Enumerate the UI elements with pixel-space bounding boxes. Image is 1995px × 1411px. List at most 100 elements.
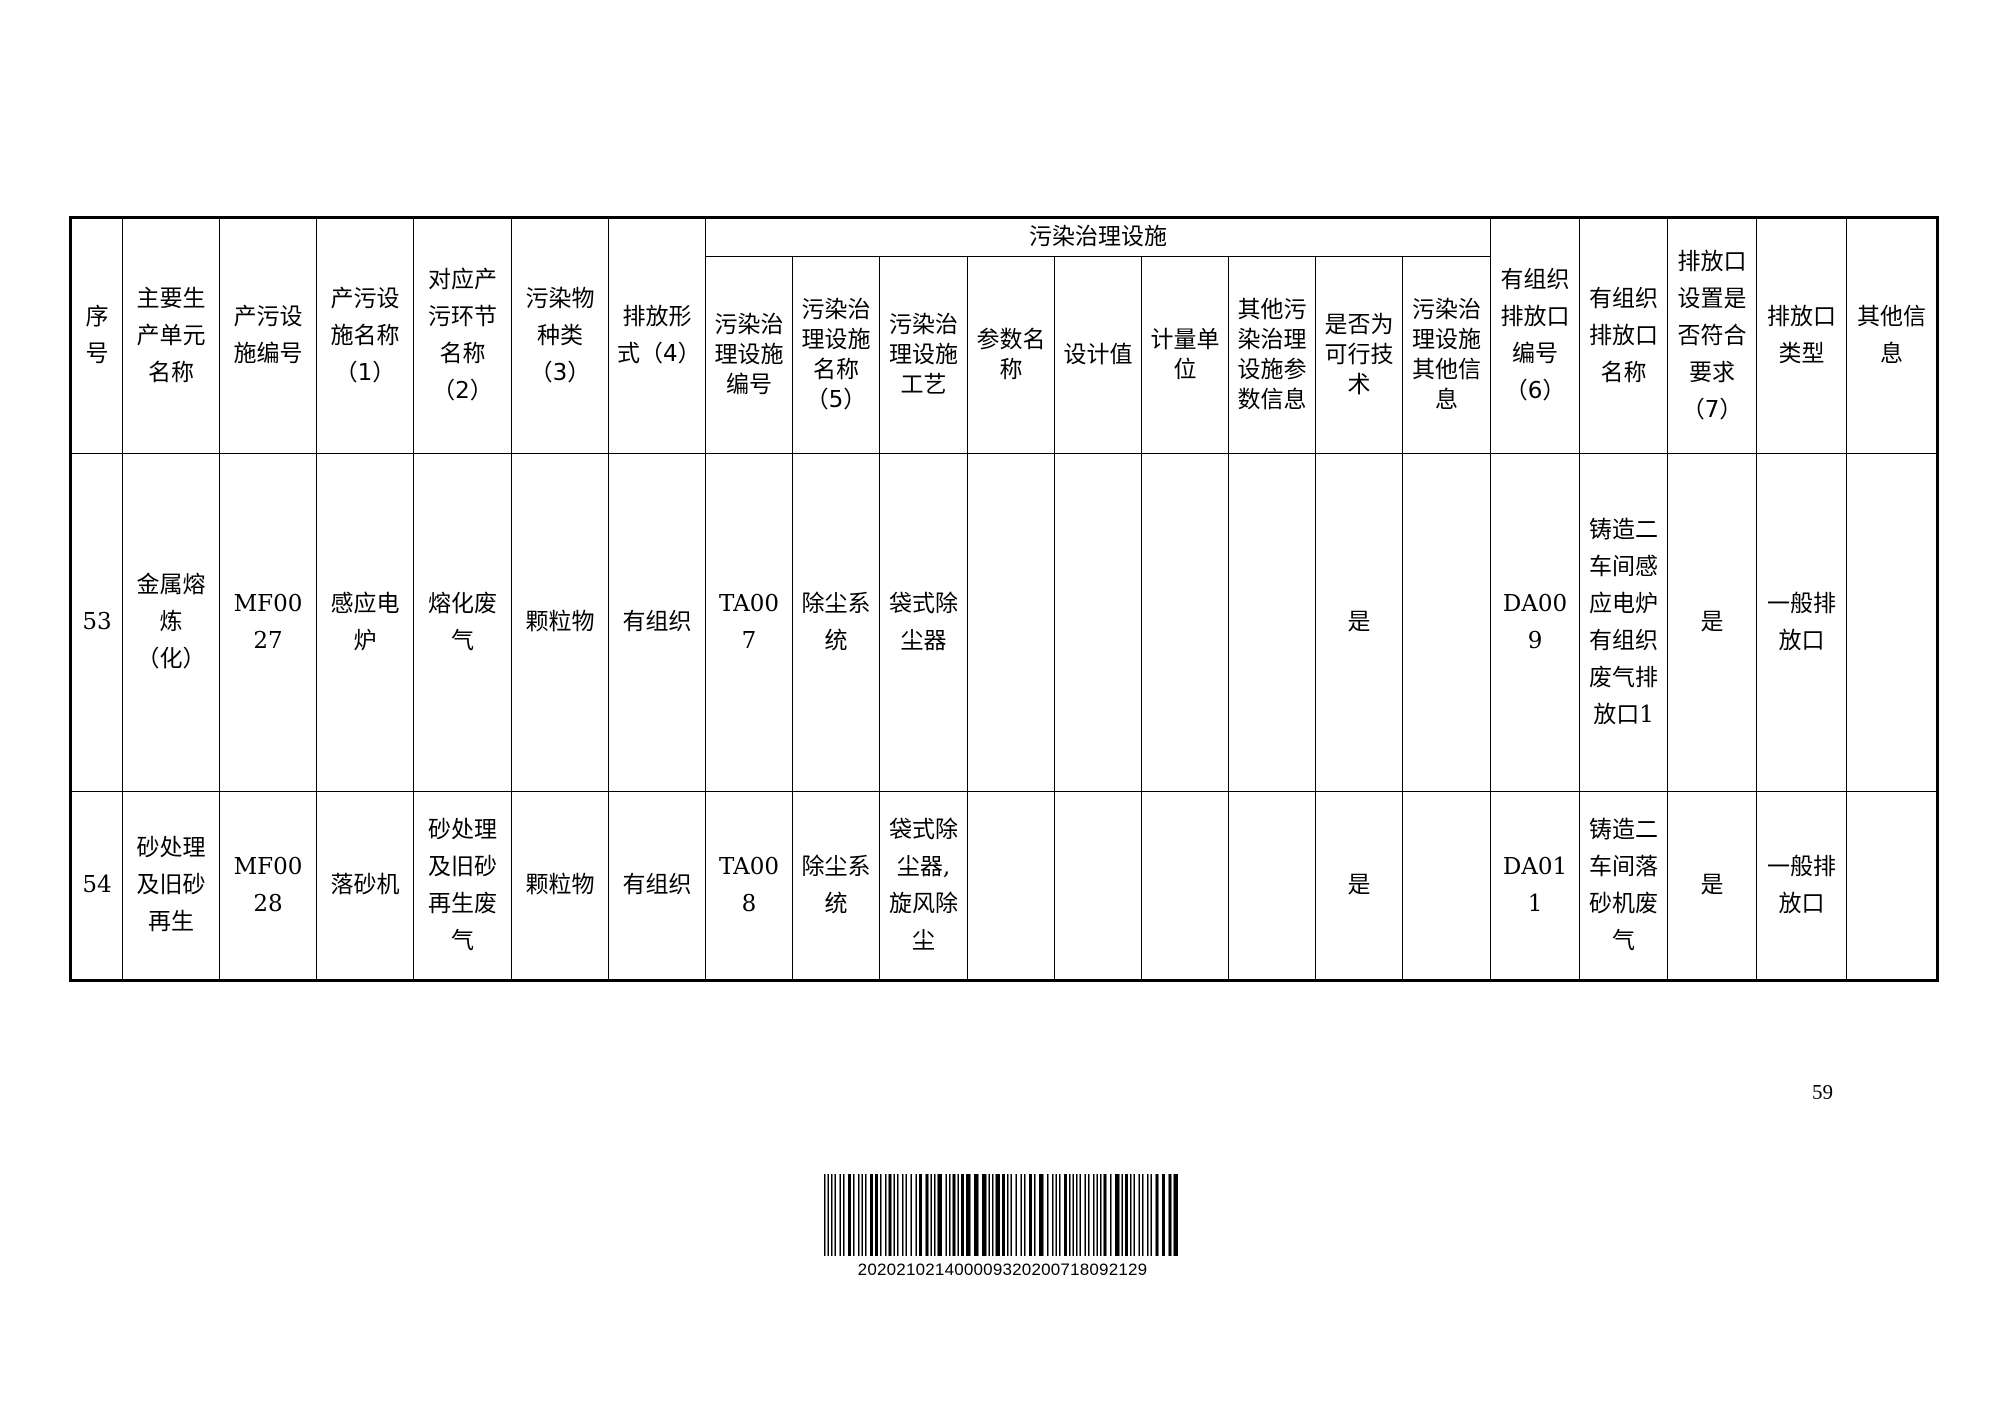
cell-seq: 54	[70, 791, 123, 981]
cell-pollutant: 颗粒物	[511, 791, 609, 981]
header-outlet-name: 有组织排放口名称	[1579, 217, 1669, 454]
cell-discharge: 有组织	[608, 791, 706, 981]
barcode-bar	[982, 1174, 987, 1256]
header-pollutant: 污染物种类（3）	[511, 217, 609, 454]
barcode-bar	[1115, 1174, 1120, 1256]
cell-facility-name: 感应电炉	[316, 453, 414, 792]
cell-outlet-ok: 是	[1667, 791, 1758, 981]
header-row-sub: 污染治理设施编号 污染治理设施名称（5） 污染治理设施工艺 参数名称 设计值 计量单位 其他…	[71, 256, 1938, 454]
barcode-bar	[1007, 1174, 1009, 1256]
barcode-bar	[824, 1174, 826, 1256]
cell-other	[1846, 791, 1939, 981]
barcode-bar	[865, 1174, 867, 1256]
barcode-bar	[843, 1174, 845, 1256]
barcode-bar	[930, 1174, 932, 1256]
barcode-bar	[1076, 1174, 1078, 1256]
barcode-bar	[1034, 1174, 1036, 1256]
header-treat-other: 污染治理设施其他信息	[1401, 256, 1492, 454]
cell-treat-id: TA008	[705, 791, 793, 981]
barcode-bar	[831, 1174, 833, 1256]
cell-feasible: 是	[1315, 791, 1403, 981]
barcode-bar	[902, 1174, 904, 1256]
barcode-bar	[919, 1174, 922, 1256]
cell-outlet-id: DA011	[1490, 791, 1581, 981]
cell-other-param	[1228, 791, 1316, 981]
barcode-bar	[888, 1174, 892, 1256]
header-other: 其他信息	[1846, 217, 1939, 454]
barcode-bar	[1155, 1174, 1159, 1256]
cell-treat-id: TA007	[705, 453, 793, 792]
header-treat-name: 污染治理设施名称（5）	[792, 256, 880, 454]
cell-outlet-id: DA009	[1490, 453, 1581, 792]
barcode-bar	[827, 1174, 829, 1256]
barcode-bar	[952, 1174, 956, 1256]
cell-unit: 砂处理及旧砂再生	[122, 791, 220, 981]
barcode-bar	[1055, 1174, 1057, 1256]
barcode-bar	[925, 1174, 929, 1256]
barcode-bar	[1142, 1174, 1144, 1256]
barcode-bar	[1100, 1174, 1102, 1256]
header-param-name: 参数名称	[967, 256, 1055, 454]
barcode-bar	[1133, 1174, 1135, 1256]
cell-outlet-type: 一般排放口	[1756, 453, 1848, 792]
cell-treat-name: 除尘系统	[792, 791, 880, 981]
barcode-bar	[934, 1174, 936, 1256]
barcode-bar	[974, 1174, 979, 1256]
barcode-bar	[1020, 1174, 1022, 1256]
barcode-bar	[915, 1174, 917, 1256]
barcode-bar	[1079, 1174, 1081, 1256]
header-discharge: 排放形式（4）	[608, 217, 706, 454]
barcode-bar	[910, 1174, 912, 1256]
barcode-bar	[875, 1174, 878, 1256]
cell-treat-process: 袋式除尘器	[879, 453, 968, 792]
header-treat-id: 污染治理设施编号	[705, 256, 793, 454]
cell-treat-other	[1401, 791, 1492, 981]
header-stage: 对应产污环节名称（2）	[413, 217, 512, 454]
cell-outlet-name: 铸造二车间落砂机废气	[1579, 791, 1669, 981]
table-body: 53 金属熔炼（化） MF0027 感应电炉 熔化废气 颗粒物 有组织 TA007 除尘系统 袋式…	[70, 453, 1939, 981]
page-number: 59	[1812, 1080, 1833, 1104]
barcode-bar	[1064, 1174, 1067, 1256]
cell-unit: 金属熔炼（化）	[122, 453, 220, 792]
barcode-bar	[1047, 1174, 1049, 1256]
barcode-image	[824, 1174, 1178, 1256]
header-other-param: 其他污染治理设施参数信息	[1228, 256, 1316, 454]
cell-facility-id: MF0028	[219, 791, 317, 981]
cell-pollutant: 颗粒物	[511, 453, 609, 792]
barcode-bar	[853, 1174, 855, 1256]
barcode-bar	[885, 1174, 887, 1256]
table-row: 54 砂处理及旧砂再生 MF0028 落砂机 砂处理及旧砂再生废气 颗粒物 有组织 TA008…	[70, 791, 1939, 981]
barcode-bar	[1088, 1174, 1090, 1256]
barcode-bar	[1162, 1174, 1165, 1256]
barcode-bar	[1010, 1174, 1012, 1256]
header-outlet-id: 有组织排放口编号（6）	[1490, 217, 1581, 454]
barcode-bar	[1015, 1174, 1017, 1256]
barcode-bar	[897, 1174, 899, 1256]
barcode-bar	[1002, 1174, 1005, 1256]
cell-treat-name: 除尘系统	[792, 453, 880, 792]
cell-outlet-ok: 是	[1667, 453, 1758, 792]
barcode-bar	[1084, 1174, 1086, 1256]
barcode-bar	[937, 1174, 942, 1256]
barcode-bar	[961, 1174, 964, 1256]
barcode-bar	[988, 1174, 990, 1256]
barcode-bar	[1052, 1174, 1054, 1256]
barcode-bar	[1125, 1174, 1128, 1256]
cell-design-value	[1054, 791, 1142, 981]
header-group-treatment: 污染治理设施	[704, 217, 1492, 257]
barcode-bar	[1121, 1174, 1123, 1256]
barcode-bar	[1072, 1174, 1074, 1256]
barcode-bar	[1150, 1174, 1152, 1256]
cell-unit-measure	[1141, 453, 1229, 792]
barcode-bar	[870, 1174, 873, 1256]
table-row: 53 金属熔炼（化） MF0027 感应电炉 熔化废气 颗粒物 有组织 TA007 除尘系统 袋式…	[70, 453, 1939, 792]
barcode-bar	[893, 1174, 895, 1256]
cell-facility-name: 落砂机	[316, 791, 414, 981]
barcode-bar	[861, 1174, 863, 1256]
header-treat-process: 污染治理设施工艺	[879, 256, 968, 454]
barcode-bar	[1093, 1174, 1095, 1256]
barcode-bar	[957, 1174, 959, 1256]
header-unit-measure: 计量单位	[1141, 256, 1229, 454]
barcode-bar	[858, 1174, 860, 1256]
cell-stage: 熔化废气	[413, 453, 512, 792]
